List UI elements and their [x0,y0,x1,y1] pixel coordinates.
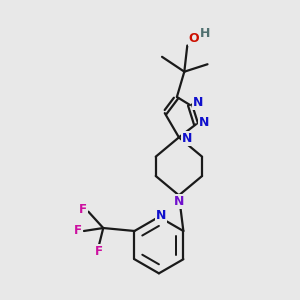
Text: N: N [174,195,184,208]
Text: N: N [182,132,192,146]
Text: O: O [188,32,199,46]
Text: F: F [95,245,103,258]
Text: F: F [79,203,87,216]
Text: H: H [200,27,210,40]
Text: F: F [74,224,82,238]
Text: N: N [156,209,166,222]
Text: N: N [193,96,203,109]
Text: N: N [199,116,210,129]
